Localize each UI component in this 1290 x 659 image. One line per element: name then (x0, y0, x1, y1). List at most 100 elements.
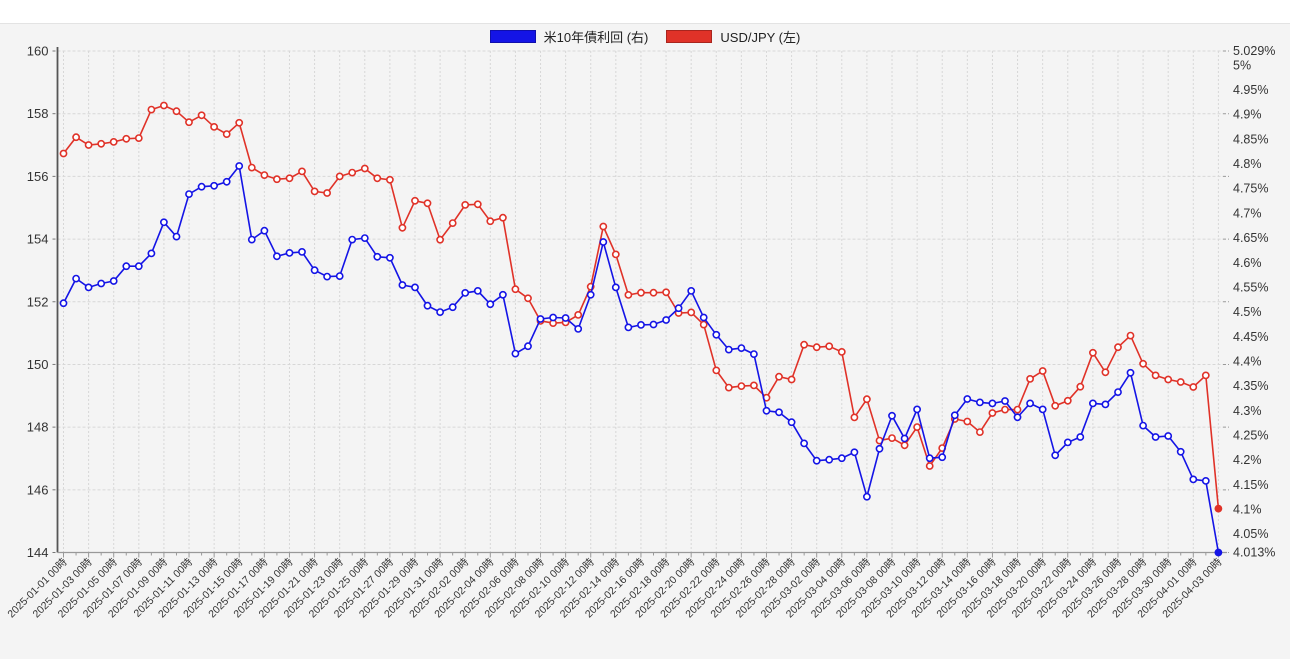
left-axis-tick-label: 156 (27, 169, 49, 184)
us10y-marker (511, 349, 520, 358)
usdjpy-marker (1201, 371, 1210, 380)
right-axis-tick-label: 4.5% (1233, 305, 1262, 319)
us10y-marker (109, 277, 118, 285)
usdjpy-marker (84, 141, 93, 149)
usdjpy-marker (298, 167, 306, 176)
usdjpy-marker (172, 107, 181, 116)
us10y-marker (1151, 433, 1160, 441)
usdjpy-marker (737, 382, 746, 390)
usdjpy-marker (335, 172, 344, 181)
us10y-marker (247, 235, 256, 244)
usdjpy-marker (1151, 371, 1160, 380)
us10y-marker (737, 344, 746, 352)
us10y-marker (385, 253, 394, 262)
legend-swatch-usdjpy-icon (666, 30, 713, 43)
right-axis-tick-label: 4.35% (1233, 379, 1268, 393)
usdjpy-marker (197, 111, 206, 120)
usdjpy-marker (611, 250, 620, 259)
us10y-marker (260, 226, 269, 235)
us10y-marker (310, 266, 319, 275)
usdjpy-marker (888, 434, 896, 442)
usdjpy-marker (185, 118, 193, 127)
us10y-marker (938, 453, 947, 462)
usdjpy-marker (624, 290, 633, 299)
usdjpy-marker (863, 395, 871, 404)
usdjpy-marker (925, 462, 934, 470)
right-axis-tick-label: 4.4% (1233, 354, 1262, 368)
usdjpy-marker (436, 235, 444, 244)
us10y-marker (461, 288, 470, 297)
usdjpy-marker (423, 199, 432, 208)
us10y-marker (988, 399, 997, 408)
usdjpy-marker (750, 381, 758, 390)
left-axis-tick-label: 148 (27, 420, 49, 435)
usdjpy-marker (448, 219, 457, 227)
us10y-marker (411, 283, 419, 292)
us10y-marker (624, 323, 633, 332)
usdjpy-marker (1214, 504, 1223, 513)
legend-label-usdjpy: USD/JPY (左) (720, 30, 801, 45)
us10y-marker (448, 303, 457, 312)
left-axis-tick-label: 146 (27, 482, 49, 497)
us10y-marker (724, 345, 733, 354)
usdjpy-marker (486, 217, 495, 226)
us10y-marker (637, 320, 645, 329)
us10y-marker (913, 405, 921, 414)
right-axis-tick-label: 4.75% (1233, 182, 1268, 196)
us10y-marker (197, 182, 206, 191)
us10y-marker (360, 234, 369, 242)
usdjpy-marker (272, 175, 281, 184)
usdjpy-marker (1089, 348, 1097, 357)
us10y-marker (1038, 405, 1047, 414)
us10y-marker (1176, 447, 1185, 456)
right-axis-tick-label: 4.2% (1233, 453, 1262, 467)
usdjpy-marker (812, 343, 821, 352)
left-axis-tick-label: 144 (27, 545, 49, 560)
usdjpy-marker (97, 139, 106, 148)
usdjpy-marker (1189, 383, 1198, 391)
legend-item-us10y[interactable]: 米10年債利回 (右) (489, 27, 648, 46)
right-axis-tick-label: 4.8% (1233, 157, 1262, 171)
us10y-marker (122, 262, 131, 271)
us10y-marker (1001, 397, 1009, 405)
us10y-marker (712, 330, 721, 339)
usdjpy-marker (825, 342, 834, 351)
us10y-marker (950, 411, 959, 420)
usdjpy-marker (235, 118, 244, 127)
usdjpy-marker (411, 196, 419, 205)
us10y-marker (762, 406, 771, 415)
usdjpy-marker (574, 310, 583, 319)
right-axis-labels: 5.029%5% 4.95% 4.9% 4.85% 4.8% 4.75% 4.7% 4.65%… (1233, 44, 1275, 560)
us10y-marker (963, 395, 972, 403)
us10y-marker (298, 247, 306, 256)
us10y-marker (498, 290, 507, 299)
usdjpy-marker (398, 223, 407, 232)
usdjpy-marker (1139, 359, 1147, 368)
usdjpy-marker (385, 175, 394, 184)
right-axis-tick-label: 4.05% (1233, 527, 1268, 541)
usdjpy-marker (360, 164, 369, 173)
us10y-marker (1013, 413, 1022, 422)
right-axis-tick-label: 4.45% (1233, 330, 1268, 344)
legend-swatch-us10y-icon (489, 30, 536, 43)
usdjpy-marker (524, 294, 532, 303)
legend-item-usdjpy[interactable]: USD/JPY (左) (666, 27, 800, 46)
us10y-marker (486, 300, 495, 309)
usdjpy-marker (1126, 331, 1135, 340)
usdjpy-marker (1164, 375, 1173, 384)
usdjpy-marker (637, 288, 645, 297)
usdjpy-marker (498, 213, 507, 222)
left-axis-tick-label: 160 (27, 44, 49, 59)
us10y-marker (398, 281, 407, 289)
us10y-marker (473, 286, 482, 295)
us10y-marker (825, 455, 834, 464)
usdjpy-marker (222, 130, 231, 138)
us10y-marker (436, 308, 444, 316)
us10y-marker (1101, 400, 1110, 409)
us10y-marker (976, 398, 984, 407)
usdjpy-marker (59, 149, 68, 158)
us10y-marker (561, 314, 570, 322)
usdjpy-marker (109, 137, 118, 146)
